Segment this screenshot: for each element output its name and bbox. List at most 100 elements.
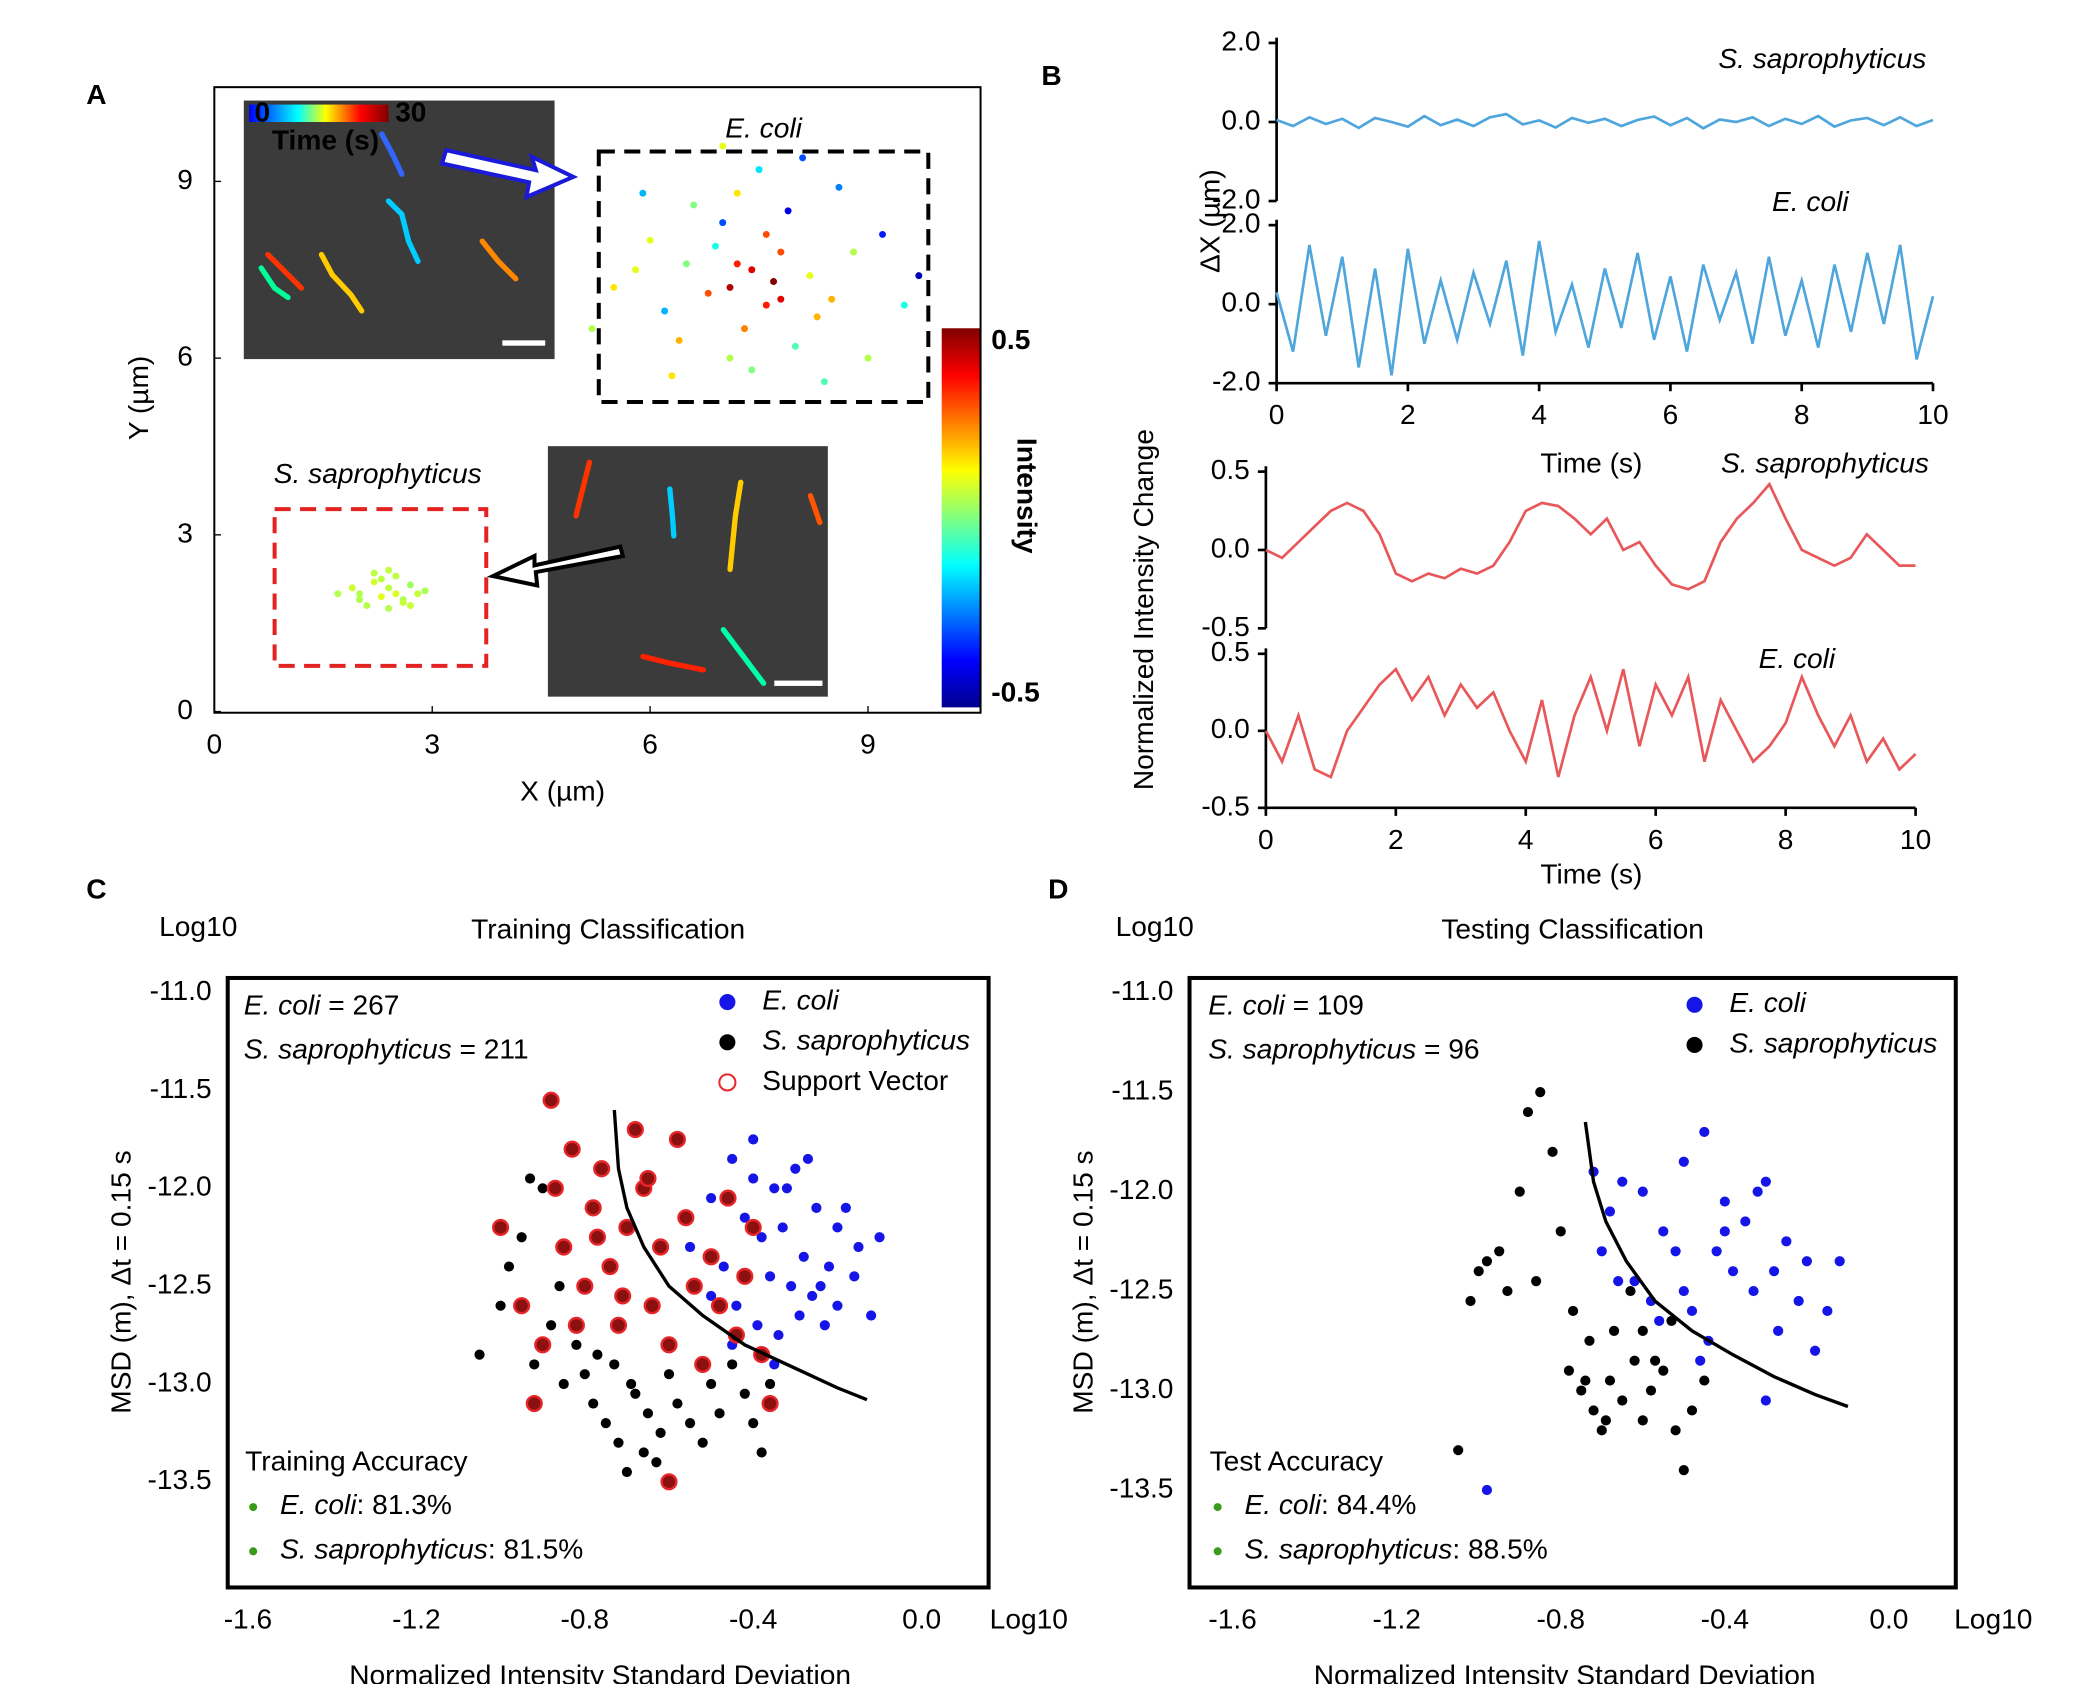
point <box>377 593 385 601</box>
support-vector <box>563 1140 581 1158</box>
support-vector <box>593 1160 611 1178</box>
point <box>377 575 385 583</box>
point <box>1740 1216 1751 1227</box>
point <box>399 599 407 607</box>
support-vector <box>702 1248 720 1266</box>
point <box>790 1163 801 1174</box>
point <box>672 1398 683 1409</box>
point <box>832 1300 843 1311</box>
x-axis-label: Normalized Intensity Standard Deviation <box>349 1660 851 1684</box>
point <box>718 1261 729 1272</box>
y-tick-label: -0.5 <box>1201 790 1249 821</box>
panel-label: B <box>1041 60 1061 91</box>
point <box>1613 1276 1624 1287</box>
point <box>348 584 356 592</box>
count-part: = 109 <box>1285 990 1364 1021</box>
point <box>529 1359 540 1370</box>
point <box>786 1281 797 1292</box>
y-tick-label: -13.0 <box>148 1366 212 1397</box>
bullet <box>1213 1547 1222 1556</box>
point <box>1654 1315 1665 1326</box>
y-tick-label: -12.5 <box>148 1269 212 1300</box>
point <box>1522 1106 1534 1118</box>
point <box>769 1359 780 1370</box>
point <box>1727 1266 1739 1277</box>
y-tick-label: -11.5 <box>1111 1075 1173 1106</box>
inset-colorbar-label: 30 <box>395 96 426 127</box>
point <box>421 587 429 595</box>
trace-label: S. saprophyticus <box>1721 447 1929 478</box>
point <box>684 1418 696 1429</box>
x-tick-label: 8 <box>1778 824 1794 855</box>
point <box>588 1398 599 1409</box>
scale-bar <box>774 680 823 686</box>
x-axis-label: Normalized Intensity Standard Deviation <box>1314 1660 1816 1684</box>
x-tick-label: 2 <box>1400 399 1416 430</box>
point <box>1678 1465 1689 1476</box>
point <box>866 1310 877 1321</box>
y-tick-label: 0 <box>177 694 193 725</box>
point <box>706 1378 717 1390</box>
trajectories <box>258 131 519 314</box>
support-vector <box>685 1277 703 1295</box>
y-tick-label: 0.0 <box>1221 287 1260 318</box>
x-tick-label: 8 <box>1794 399 1810 430</box>
support-vector <box>761 1394 779 1413</box>
point <box>1711 1246 1722 1257</box>
point <box>1645 1385 1657 1396</box>
accuracy-item: E. coli: 81.3% <box>280 1490 452 1521</box>
x-tick-label: 10 <box>1917 399 1948 430</box>
y-tick-label: 0.5 <box>1211 454 1250 485</box>
point <box>1637 1415 1648 1426</box>
legend-label: S. saprophyticus <box>762 1025 970 1056</box>
point <box>748 1173 759 1184</box>
trajectories <box>573 459 823 686</box>
x-tick-label: 3 <box>424 729 440 760</box>
inset-colorbar <box>249 104 389 122</box>
point <box>762 301 770 309</box>
arrow <box>439 147 579 201</box>
panel-label: D <box>1048 873 1068 904</box>
support-vector <box>609 1316 628 1334</box>
accuracy-item: S. saprophyticus: 81.5% <box>280 1534 583 1565</box>
point <box>639 189 647 197</box>
point <box>1563 1365 1575 1376</box>
y-tick-label: 0.0 <box>1211 532 1250 563</box>
point <box>1617 1395 1628 1406</box>
x-tick-label: -1.2 <box>392 1603 440 1634</box>
x-axis-label: Time (s) <box>1540 447 1642 478</box>
point <box>799 154 807 162</box>
point <box>864 354 872 362</box>
y-tick-label: 0.0 <box>1221 104 1260 135</box>
y-axis-label: Y (µm) <box>123 356 154 440</box>
y-tick-label: -12.0 <box>1109 1174 1173 1205</box>
count-part: S. saprophyticus <box>244 1034 452 1065</box>
y-tick-label: 0.5 <box>1211 636 1250 667</box>
chart-title: Testing Classification <box>1441 914 1704 945</box>
point <box>1576 1385 1587 1396</box>
point <box>1596 1425 1607 1436</box>
point <box>835 183 843 191</box>
trace <box>1275 240 1935 376</box>
x-tick-label: -0.8 <box>561 1603 609 1634</box>
y-tick-label: 2.0 <box>1221 25 1260 56</box>
support-vector <box>614 1287 632 1305</box>
point <box>370 569 378 577</box>
count: S. saprophyticus = 96 <box>1208 1034 1479 1065</box>
point <box>1625 1285 1636 1297</box>
point <box>609 1359 620 1370</box>
y-tick-label: -12.0 <box>148 1171 212 1202</box>
point <box>777 295 785 303</box>
count-part: = 96 <box>1416 1034 1479 1065</box>
point <box>1650 1355 1661 1366</box>
trace-label: E. coli <box>1759 643 1836 674</box>
point <box>706 1192 717 1204</box>
point <box>537 1183 548 1194</box>
point <box>1473 1266 1484 1277</box>
accuracy-item: E. coli: 84.4% <box>1244 1490 1416 1521</box>
point <box>791 342 799 350</box>
y-tick-label: -2.0 <box>1212 183 1260 214</box>
point <box>727 1359 738 1370</box>
point <box>642 1408 654 1419</box>
